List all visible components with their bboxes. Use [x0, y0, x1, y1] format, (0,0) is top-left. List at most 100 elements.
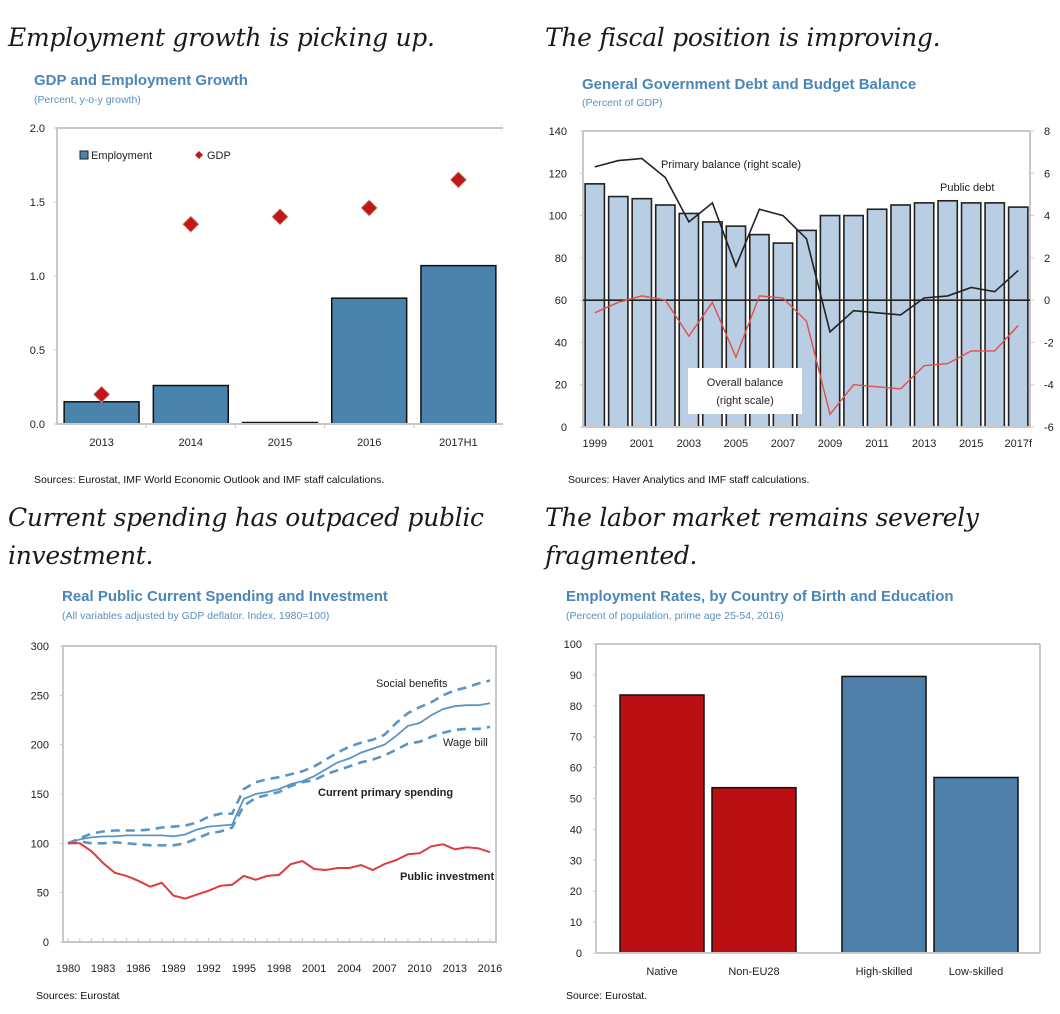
y-tick-label: 1.0	[30, 271, 45, 283]
right-y-tick-label: 4	[1044, 211, 1050, 223]
public-debt-annotation: Public debt	[940, 182, 994, 194]
x-tick-label: 2015	[268, 437, 292, 449]
y-tick-label: 10	[570, 917, 582, 929]
x-tick-label: 2001	[630, 438, 654, 450]
x-tick-label: 1986	[126, 963, 150, 975]
chart3-source: Sources: Eurostat	[36, 990, 120, 1002]
left-y-tick-label: 40	[555, 337, 567, 349]
y-tick-label: 0.0	[30, 419, 45, 431]
left-y-tick-label: 100	[549, 211, 567, 223]
chart4-source: Source: Eurostat.	[566, 990, 648, 1002]
overall-balance-annotation-line1: Overall balance	[707, 377, 783, 389]
x-tick-label: 2009	[818, 438, 842, 450]
chart1-subtitle: (Percent, y-o-y growth)	[34, 94, 141, 106]
current-primary-spending-label: Current primary spending	[318, 787, 453, 799]
public-investment-label: Public investment	[400, 871, 494, 883]
left-y-tick-label: 60	[555, 295, 567, 307]
employment-rate-bar	[841, 675, 927, 954]
x-tick-label: 1980	[56, 963, 80, 975]
x-tick-label: 2017H1	[439, 437, 478, 449]
chart1-source: Sources: Eurostat, IMF World Economic Ou…	[34, 474, 385, 486]
y-tick-label: 2.0	[30, 123, 45, 135]
chart3-subtitle: (All variables adjusted by GDP deflator.…	[62, 610, 330, 622]
panel3-headline-line2: investment.	[8, 541, 154, 570]
panel3-headline-line1: Current spending has outpaced public	[8, 503, 484, 532]
x-tick-label: 2013	[443, 963, 467, 975]
chart1-title: GDP and Employment Growth	[34, 72, 248, 89]
x-tick-label: 2007	[771, 438, 795, 450]
wage-bill-line	[67, 725, 491, 847]
chart4-subtitle: (Percent of population, prime age 25-54,…	[566, 610, 784, 622]
chart3-title: Real Public Current Spending and Investm…	[62, 588, 388, 605]
y-tick-label: 200	[31, 740, 49, 752]
y-tick-label: 0.5	[30, 345, 45, 357]
chart2-subtitle: (Percent of GDP)	[582, 97, 663, 109]
gdp-marker	[360, 199, 378, 217]
panel2-headline: The fiscal position is improving.	[545, 23, 941, 52]
x-tick-label: 2010	[407, 963, 431, 975]
x-tick-label: High-skilled	[856, 966, 913, 978]
x-tick-label: 2001	[302, 963, 326, 975]
y-tick-label: 90	[570, 670, 582, 682]
y-tick-label: 40	[570, 824, 582, 836]
x-tick-label: 1992	[196, 963, 220, 975]
social-benefits-label: Social benefits	[376, 678, 448, 690]
y-tick-label: 100	[564, 639, 582, 651]
y-tick-label: 1.5	[30, 197, 45, 209]
left-y-tick-label: 80	[555, 253, 567, 265]
overall-balance-line	[594, 295, 1019, 416]
panel1-headline: Employment growth is picking up.	[8, 23, 435, 52]
y-tick-label: 30	[570, 855, 582, 867]
x-tick-label: 2016	[357, 437, 381, 449]
right-y-tick-label: 0	[1044, 295, 1050, 307]
employment-bar	[330, 297, 408, 425]
chart2-title: General Government Debt and Budget Balan…	[582, 76, 917, 93]
employment-rate-bar	[933, 776, 1019, 954]
current-primary-spending-line	[67, 702, 491, 845]
y-tick-label: 0	[576, 948, 582, 960]
right-y-tick-label: 6	[1044, 168, 1050, 180]
x-tick-label: 2011	[865, 438, 889, 450]
left-y-tick-label: 120	[549, 168, 567, 180]
primary-balance-line	[594, 157, 1019, 334]
x-tick-label: 1995	[232, 963, 256, 975]
left-y-tick-label: 20	[555, 380, 567, 392]
x-tick-label: Low-skilled	[949, 966, 1003, 978]
y-tick-label: 50	[37, 888, 49, 900]
social-benefits-line	[67, 679, 491, 845]
x-tick-label: 2014	[179, 437, 203, 449]
right-y-tick-label: -2	[1044, 337, 1054, 349]
wage-bill-label: Wage bill	[443, 737, 488, 749]
chart4-title: Employment Rates, by Country of Birth an…	[566, 588, 954, 605]
x-tick-label: 2004	[337, 963, 361, 975]
overall-label-box	[688, 368, 802, 414]
employment-rate-bar	[711, 786, 797, 954]
x-tick-label: 1998	[267, 963, 291, 975]
gdp-marker	[271, 208, 289, 226]
x-tick-label: Native	[646, 966, 677, 978]
y-tick-label: 100	[31, 838, 49, 850]
panel4-headline-line1: The labor market remains severely	[545, 503, 979, 532]
y-tick-label: 80	[570, 701, 582, 713]
y-tick-label: 20	[570, 886, 582, 898]
gdp-marker	[182, 215, 200, 233]
legend-gdp-label: GDP	[207, 150, 231, 162]
x-tick-label: 1989	[161, 963, 185, 975]
y-tick-label: 250	[31, 690, 49, 702]
x-tick-label: 2005	[724, 438, 748, 450]
x-tick-label: 2007	[372, 963, 396, 975]
x-tick-label: 2016	[478, 963, 502, 975]
right-y-tick-label: -6	[1044, 422, 1054, 434]
chart2-source: Sources: Haver Analytics and IMF staff c…	[568, 474, 810, 486]
employment-bar	[420, 264, 497, 425]
legend-employment-label: Employment	[91, 150, 152, 162]
y-tick-label: 150	[31, 789, 49, 801]
right-y-tick-label: -4	[1044, 380, 1054, 392]
left-y-tick-label: 0	[561, 422, 567, 434]
left-y-tick-label: 140	[549, 126, 567, 138]
x-tick-label: 1999	[583, 438, 607, 450]
public-investment-line	[68, 842, 491, 900]
gdp-marker	[449, 171, 467, 189]
y-tick-label: 0	[43, 937, 49, 949]
